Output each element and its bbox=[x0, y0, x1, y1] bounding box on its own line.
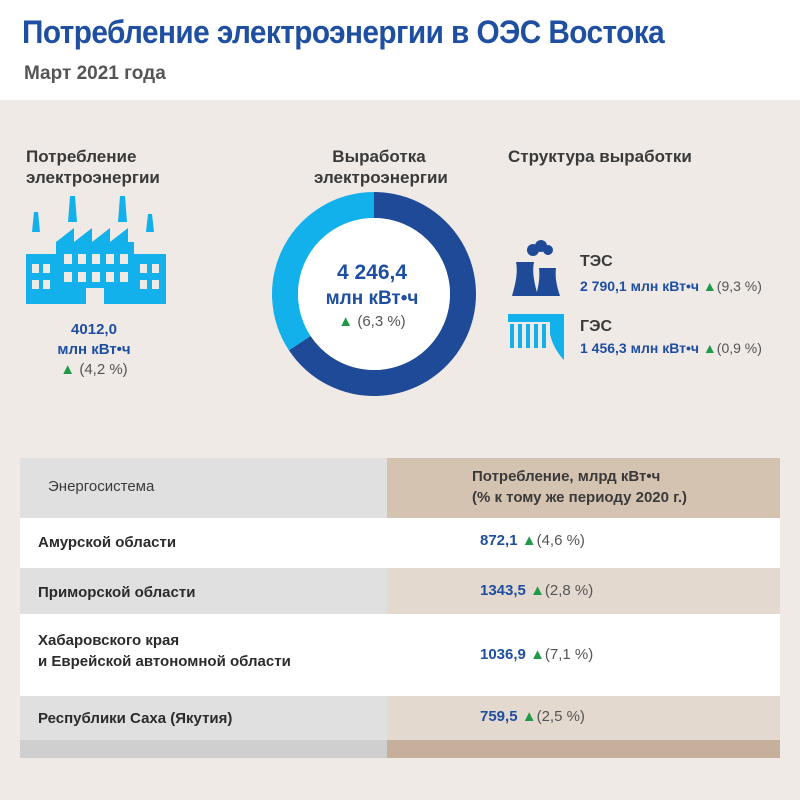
table-row bbox=[20, 568, 387, 614]
up-arrow-icon: ▲ bbox=[530, 582, 545, 599]
table-row bbox=[20, 696, 387, 740]
generation-donut-label: 4 246,4 млн кВт•ч ▲ (6,3 %) bbox=[272, 260, 472, 332]
structure-heading: Структура выработки bbox=[508, 147, 692, 166]
donut-hole bbox=[298, 218, 450, 370]
consumption-unit: млн кВт•ч bbox=[57, 341, 131, 358]
structure-item-name: ТЭС bbox=[580, 253, 613, 270]
table-footer-right bbox=[387, 740, 780, 758]
page-subtitle: Март 2021 года bbox=[24, 63, 166, 84]
structure-item-unit: млн кВт•ч bbox=[630, 340, 700, 356]
table-row-name: Амурской области bbox=[38, 534, 177, 551]
up-arrow-icon: ▲ bbox=[338, 313, 354, 330]
table-row-value: 872,1 ▲(4,6 %) bbox=[480, 532, 585, 549]
up-arrow-icon: ▲ bbox=[702, 278, 717, 294]
structure-item-line: 2 790,1 млн кВт•ч ▲(9,3 %) bbox=[580, 278, 762, 294]
table-header-left bbox=[20, 458, 387, 518]
table-footer-left bbox=[20, 740, 387, 758]
table-row-shade bbox=[387, 568, 780, 614]
up-arrow-icon: ▲ bbox=[60, 361, 76, 378]
consumption-change: (4,2 %) bbox=[79, 361, 128, 378]
structure-item-line: 1 456,3 млн кВт•ч ▲(0,9 %) bbox=[580, 340, 762, 356]
structure-item-change: (9,3 %) bbox=[716, 278, 762, 294]
structure-item-value: 2 790,1 bbox=[580, 278, 627, 294]
structure-item-unit: млн кВт•ч bbox=[630, 278, 700, 294]
up-arrow-icon: ▲ bbox=[530, 646, 545, 663]
factory-icon bbox=[26, 196, 166, 304]
thermal-plant-icon bbox=[512, 240, 560, 296]
energy-systems-table: Энергосистема Потребление, млрд кВт•ч (%… bbox=[20, 458, 780, 758]
table-row-name: Республики Саха (Якутия) bbox=[38, 710, 233, 727]
structure-item-change: (0,9 %) bbox=[716, 340, 762, 356]
generation-heading: Выработка электроэнергии bbox=[314, 147, 448, 187]
table-row bbox=[20, 518, 780, 568]
consumption-heading: Потребление электроэнергии bbox=[26, 147, 160, 187]
up-arrow-icon: ▲ bbox=[702, 340, 717, 356]
table-row-shade bbox=[387, 696, 780, 740]
consumption-value: 4012,0 bbox=[71, 321, 117, 338]
hydro-dam-icon bbox=[508, 314, 564, 360]
table-row-value: 1036,9 ▲(7,1 %) bbox=[480, 646, 594, 663]
table-row-name: Приморской области bbox=[38, 584, 196, 601]
table-header-consumption: Потребление, млрд кВт•ч (% к тому же пер… bbox=[472, 468, 688, 506]
generation-change: (6,3 %) bbox=[357, 313, 406, 330]
donut-slice-ges bbox=[272, 192, 374, 351]
structure-item-value: 1 456,3 bbox=[580, 340, 627, 356]
consumption-value-block: 4012,0 млн кВт•ч ▲ (4,2 %) bbox=[0, 320, 188, 380]
generation-unit: млн кВт•ч bbox=[325, 288, 419, 309]
generation-donut-chart bbox=[272, 192, 476, 396]
page-title: Потребление электроэнергии в ОЭС Востока bbox=[22, 14, 665, 50]
table-row-value: 759,5 ▲(2,5 %) bbox=[480, 708, 585, 725]
table-header-energy-system: Энергосистема bbox=[48, 478, 155, 495]
up-arrow-icon: ▲ bbox=[521, 532, 537, 549]
generation-value: 4 246,4 bbox=[336, 261, 408, 284]
table-header-right bbox=[387, 458, 780, 518]
table-row-name: Хабаровского края и Еврейской автономной… bbox=[38, 632, 291, 670]
structure-item-name: ГЭС bbox=[580, 318, 613, 335]
table-row bbox=[20, 614, 780, 696]
up-arrow-icon: ▲ bbox=[521, 708, 537, 725]
table-row-value: 1343,5 ▲(2,8 %) bbox=[480, 582, 594, 599]
